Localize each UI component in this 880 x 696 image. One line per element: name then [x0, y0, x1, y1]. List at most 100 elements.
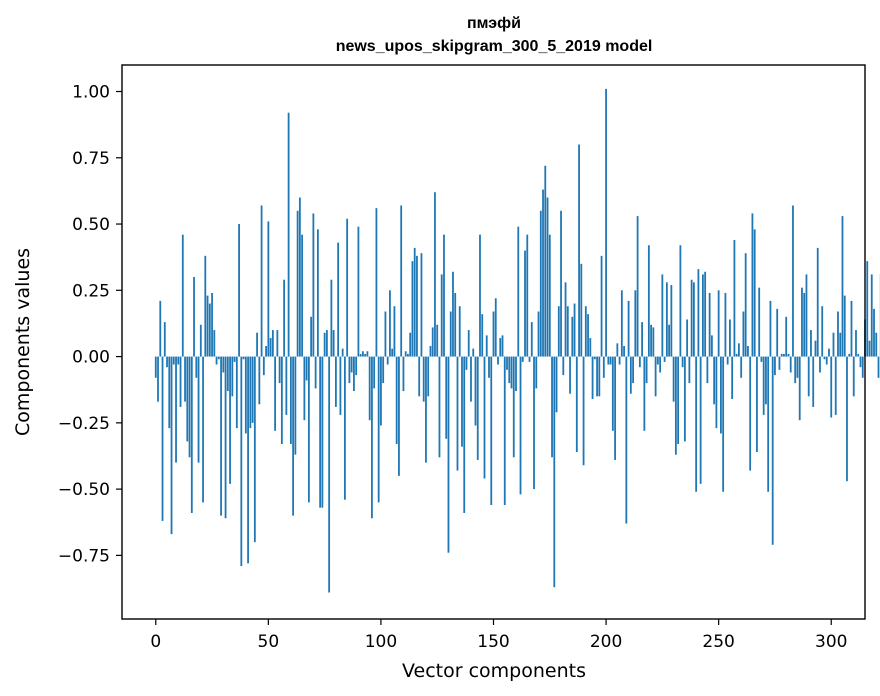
bar-290	[807, 356, 810, 397]
bar-199	[602, 356, 605, 378]
bar-251	[720, 356, 722, 434]
bar-284	[794, 356, 797, 384]
bar-39	[242, 356, 245, 360]
bar-249	[715, 356, 718, 429]
bar-3	[161, 356, 164, 521]
bar-83	[341, 348, 344, 357]
bar-302	[834, 356, 837, 415]
bar-224	[659, 356, 662, 373]
bar-78	[330, 279, 333, 357]
y-axis-label: Components values	[12, 248, 34, 436]
bar-304	[839, 332, 842, 357]
bar-87	[350, 356, 353, 373]
bar-298	[825, 356, 828, 365]
bar-90	[357, 226, 360, 357]
bar-89	[355, 356, 358, 376]
bar-93	[364, 353, 367, 357]
bar-153	[499, 338, 502, 357]
bar-306	[843, 295, 846, 357]
bar-301	[832, 332, 835, 357]
bar-294	[816, 247, 819, 357]
bar-244	[704, 271, 707, 357]
bar-261	[742, 311, 745, 357]
bar-241	[697, 269, 700, 357]
bar-15	[188, 356, 191, 458]
bar-283	[792, 205, 794, 357]
y-tick-label-3: 0.00	[72, 348, 110, 368]
bar-275	[774, 356, 776, 376]
bar-157	[508, 356, 511, 384]
bar-254	[726, 356, 729, 365]
bar-95	[368, 356, 371, 421]
bar-138	[465, 356, 468, 370]
bar-40	[244, 356, 247, 434]
bar-305	[841, 216, 844, 357]
bar-215	[638, 356, 641, 368]
bar-66	[303, 356, 306, 421]
bar-100	[380, 356, 382, 426]
bar-219	[647, 245, 650, 357]
bar-92	[362, 351, 364, 357]
bar-58	[285, 356, 288, 415]
bar-295	[819, 356, 821, 373]
bar-198	[600, 255, 603, 357]
bar-48	[262, 356, 265, 376]
bar-121	[427, 356, 430, 397]
bar-260	[740, 356, 743, 378]
bar-38	[240, 356, 243, 566]
bar-61	[292, 356, 295, 516]
bar-234	[681, 356, 684, 368]
bar-236	[686, 319, 689, 357]
bar-50	[267, 221, 270, 357]
bar-287	[801, 287, 803, 357]
bar-141	[472, 348, 475, 357]
bar-17	[193, 277, 195, 357]
bar-97	[373, 356, 376, 389]
bar-62	[294, 356, 297, 455]
bar-320	[875, 332, 878, 357]
bar-189	[580, 263, 583, 357]
bar-310	[852, 356, 855, 397]
bar-124	[434, 192, 436, 357]
bar-168	[533, 356, 535, 490]
bar-252	[722, 356, 725, 492]
bar-167	[530, 322, 533, 357]
bar-237	[688, 356, 691, 384]
bar-213	[634, 290, 637, 357]
bar-46	[258, 356, 261, 405]
bar-264	[749, 356, 752, 471]
bar-308	[848, 353, 851, 357]
bar-9	[175, 356, 177, 463]
bar-186	[573, 303, 576, 357]
bar-98	[375, 208, 378, 357]
bar-191	[584, 306, 587, 357]
bar-series	[154, 88, 880, 593]
bar-137	[463, 356, 466, 513]
bar-211	[629, 356, 632, 394]
bar-0	[154, 356, 157, 378]
chart-subtitle: news_upos_skipgram_300_5_2019 model	[336, 38, 653, 55]
bar-259	[738, 343, 740, 357]
bar-23	[206, 295, 209, 357]
bar-69	[310, 316, 313, 357]
bar-108	[398, 356, 400, 476]
bar-106	[393, 306, 396, 357]
bar-239	[692, 282, 695, 357]
bar-194	[591, 356, 594, 399]
bar-231	[674, 356, 677, 455]
bar-205	[616, 343, 619, 357]
bar-64	[298, 197, 301, 357]
bar-125	[436, 324, 439, 357]
bar-171	[539, 210, 542, 357]
bar-52	[271, 330, 274, 357]
chart-title: пмэфй	[467, 15, 521, 32]
bar-225	[661, 274, 664, 357]
bar-245	[706, 356, 709, 384]
bar-129	[445, 356, 448, 439]
bar-99	[377, 356, 380, 503]
bar-303	[837, 311, 839, 357]
bar-274	[771, 356, 774, 545]
bar-16	[190, 356, 193, 513]
bar-202	[609, 356, 612, 365]
bar-116	[416, 255, 418, 357]
